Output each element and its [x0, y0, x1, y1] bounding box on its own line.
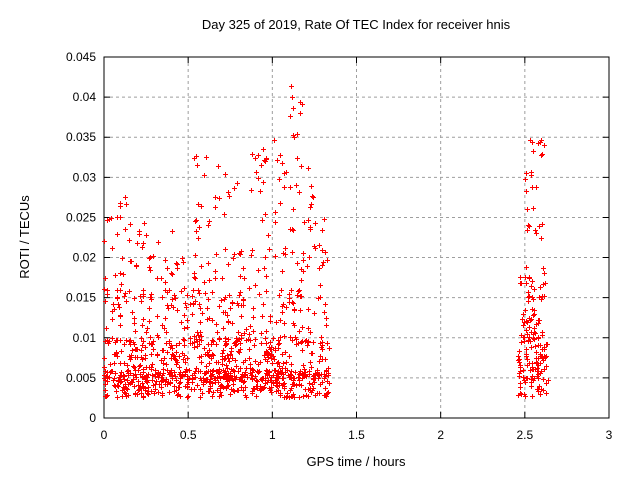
chart-title: Day 325 of 2019, Rate Of TEC Index for r… — [202, 17, 511, 32]
x-tick-label: 3 — [606, 428, 613, 442]
x-tick-label: 1.5 — [348, 428, 365, 442]
y-tick-label: 0.04 — [73, 90, 97, 104]
y-tick-label: 0 — [89, 411, 96, 425]
y-tick-label: 0.035 — [66, 130, 96, 144]
x-tick-label: 0.5 — [180, 428, 197, 442]
scatter-series-roti — [102, 84, 551, 400]
y-tick-label: 0.01 — [73, 331, 97, 345]
x-tick-label: 2.5 — [516, 428, 533, 442]
grid-layer — [104, 57, 609, 418]
y-axis-label: ROTI / TECUs — [17, 195, 32, 279]
y-tick-label: 0.045 — [66, 50, 96, 64]
y-tick-label: 0.015 — [66, 291, 96, 305]
x-tick-label: 1 — [269, 428, 276, 442]
y-tick-label: 0.03 — [73, 170, 97, 184]
x-tick-label: 0 — [101, 428, 108, 442]
scatter-points-layer — [102, 84, 551, 400]
tick-labels-layer: 0 0.5 1 1.5 2 2.5 3 0 0.005 0.01 0.015 0.02 0.025 0.0… — [66, 50, 613, 442]
y-tick-label: 0.005 — [66, 371, 96, 385]
y-tick-label: 0.025 — [66, 210, 96, 224]
x-tick-label: 2 — [437, 428, 444, 442]
y-tick-label: 0.02 — [73, 251, 97, 265]
x-axis-label: GPS time / hours — [307, 454, 406, 469]
axis-ticks-layer — [103, 56, 610, 419]
